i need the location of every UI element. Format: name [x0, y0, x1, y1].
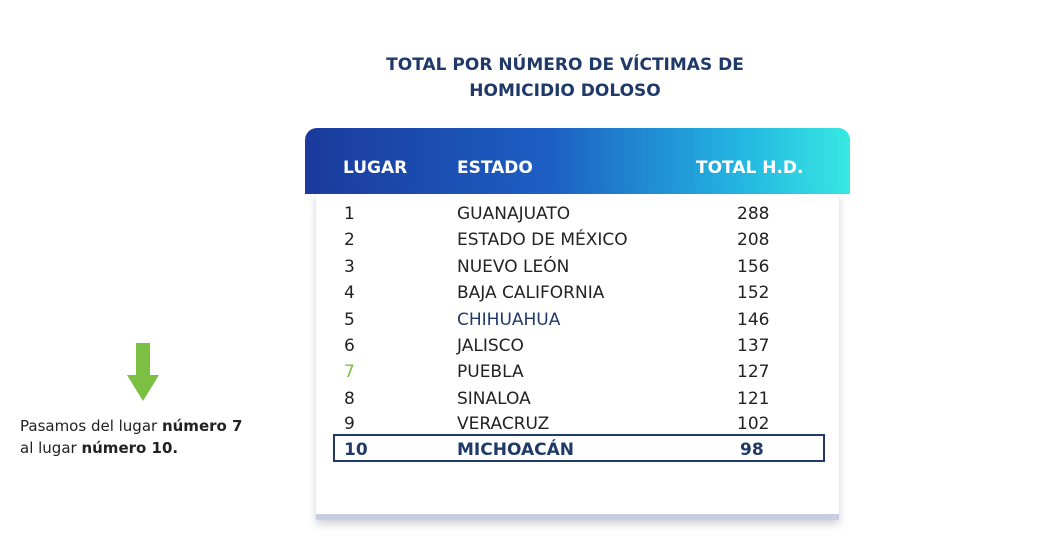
- note-part-1: Pasamos del lugar: [20, 417, 162, 435]
- title-line-1: TOTAL POR NÚMERO DE VÍCTIMAS DE: [386, 55, 744, 75]
- rank-cell: 7: [344, 362, 355, 382]
- page-title: TOTAL POR NÚMERO DE VÍCTIMAS DE HOMICIDI…: [330, 52, 800, 104]
- table-row: 6 JALISCO 137: [316, 334, 839, 360]
- state-cell: NUEVO LEÓN: [457, 257, 570, 277]
- total-cell: 121: [737, 389, 770, 409]
- table-row: 9 VERACRUZ 102: [316, 412, 839, 438]
- header-state: ESTADO: [457, 158, 533, 178]
- total-cell: 288: [737, 204, 770, 224]
- note-bold-2: número 10.: [81, 439, 179, 457]
- header-total: TOTAL H.D.: [696, 158, 804, 178]
- rank-cell: 9: [344, 414, 355, 434]
- rank-cell: 2: [344, 230, 355, 250]
- note-part-2: al lugar: [20, 439, 82, 457]
- table-body: 1 GUANAJUATO 288 2 ESTADO DE MÉXICO 208 …: [316, 194, 839, 520]
- table-row: 1 GUANAJUATO 288: [316, 202, 839, 228]
- rank-cell: 8: [344, 389, 355, 409]
- down-arrow-icon: [127, 343, 159, 401]
- state-cell: VERACRUZ: [457, 414, 550, 434]
- highlight-frame: [333, 434, 825, 462]
- total-cell: 102: [737, 414, 770, 434]
- table-row: 8 SINALOA 121: [316, 387, 839, 413]
- rank-cell: 5: [344, 310, 355, 330]
- table-row: 4 BAJA CALIFORNIA 152: [316, 281, 839, 307]
- total-cell: 156: [737, 257, 770, 277]
- total-cell: 146: [737, 310, 770, 330]
- table-row: 2 ESTADO DE MÉXICO 208: [316, 228, 839, 254]
- header-rank: LUGAR: [343, 158, 408, 178]
- table-row: 5 CHIHUAHUA 146: [316, 308, 839, 334]
- table-row: 7 PUEBLA 127: [316, 360, 839, 386]
- state-cell: MICHOACÁN: [457, 440, 574, 460]
- state-cell: GUANAJUATO: [457, 204, 571, 224]
- title-line-2: HOMICIDIO DOLOSO: [469, 81, 661, 101]
- state-cell: BAJA CALIFORNIA: [457, 283, 605, 303]
- total-cell: 152: [737, 283, 770, 303]
- note-text: Pasamos del lugar número 7 al lugar núme…: [20, 415, 280, 459]
- rank-cell: 6: [344, 336, 355, 356]
- table-row: 3 NUEVO LEÓN 156: [316, 255, 839, 281]
- table-row-highlighted: 10 MICHOACÁN 98: [316, 438, 839, 464]
- rank-cell: 3: [344, 257, 355, 277]
- rank-cell: 4: [344, 283, 355, 303]
- table-header: LUGAR ESTADO TOTAL H.D.: [305, 128, 850, 194]
- total-cell: 208: [737, 230, 770, 250]
- rank-cell: 10: [344, 440, 368, 460]
- state-cell: SINALOA: [457, 389, 531, 409]
- rank-cell: 1: [344, 204, 355, 224]
- state-cell: JALISCO: [457, 336, 524, 356]
- note-bold-1: número 7: [161, 417, 243, 435]
- total-cell: 137: [737, 336, 770, 356]
- state-cell: CHIHUAHUA: [457, 310, 561, 330]
- ranking-table: LUGAR ESTADO TOTAL H.D. 1 GUANAJUATO 288…: [305, 128, 850, 520]
- total-cell: 98: [740, 440, 764, 460]
- total-cell: 127: [737, 362, 770, 382]
- state-cell: ESTADO DE MÉXICO: [457, 230, 628, 250]
- state-cell: PUEBLA: [457, 362, 524, 382]
